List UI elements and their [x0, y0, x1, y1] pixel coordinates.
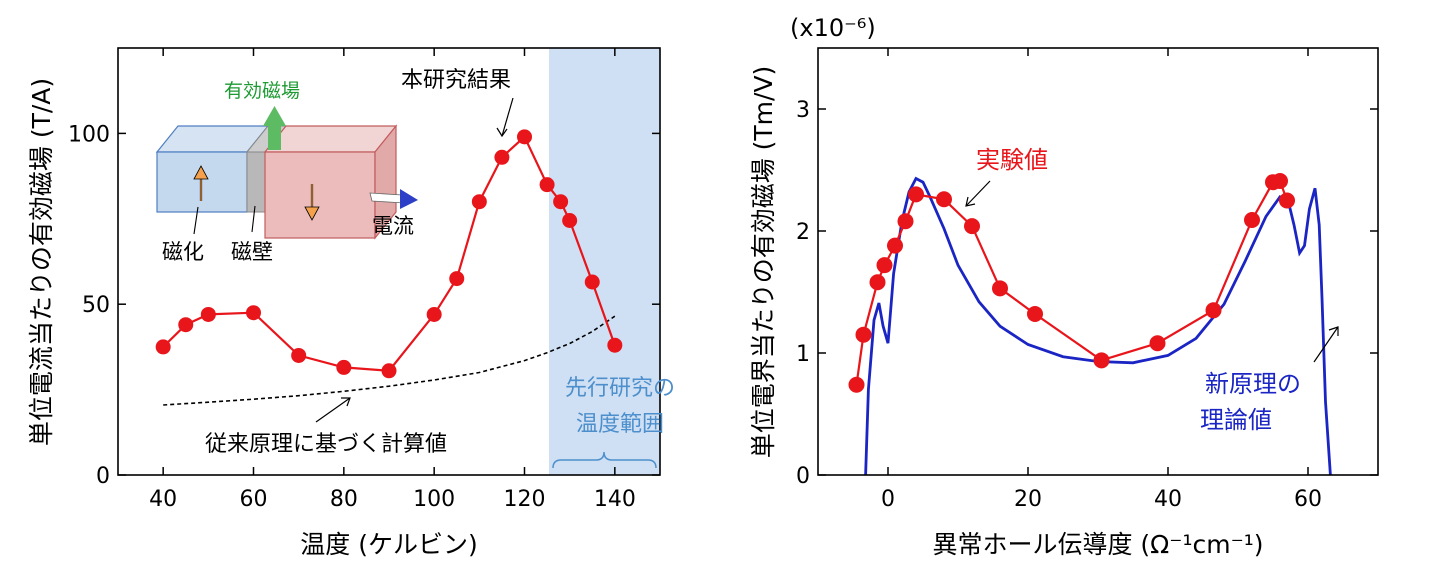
annotation-theory-line1: 新原理の [1205, 370, 1301, 398]
measured-point [246, 305, 261, 321]
experiment-point [1149, 335, 1166, 352]
right-scale-label: (x10⁻⁶) [790, 14, 876, 42]
left0-x-tick-label: 120 [504, 487, 546, 512]
left0-y-tick-label: 100 [68, 122, 110, 147]
left0-y-tick-label: 50 [82, 293, 110, 318]
left-x-axis-label: 温度 (ケルビン) [300, 530, 477, 559]
right-x-ticks: 0 20 40 60 [881, 48, 1322, 512]
inset-field-label: 有効磁場 [224, 80, 300, 102]
right-plot-frame [817, 47, 1379, 476]
measured-point [517, 129, 532, 145]
measured-point [494, 149, 510, 165]
experiment-point [869, 274, 886, 291]
measured-point [291, 347, 307, 363]
magnetization-down-arrow-icon [304, 184, 320, 221]
left-measured-series [155, 129, 623, 379]
experiment-point [897, 213, 914, 230]
experiment-point [887, 237, 903, 254]
arrow-experiment [965, 180, 991, 207]
inset-current-label: 電流 [372, 214, 414, 238]
measured-point [381, 363, 397, 379]
inset-wall-label: 磁壁 [231, 240, 273, 264]
measured-point [155, 339, 171, 355]
right-y-axis-label: 単位電界当たりの有効磁場 (Tm/V) [749, 66, 778, 459]
measured-point [336, 359, 352, 375]
calculated-curve [163, 315, 616, 406]
left0-x-tick-label: 100 [413, 487, 455, 512]
left0-x-tick-label: 80 [330, 487, 358, 512]
experiment-point [848, 376, 865, 393]
right1-x-tick-label: 60 [1294, 487, 1322, 512]
experiment-point [936, 191, 952, 208]
range-brace [552, 451, 657, 469]
measured-point [562, 213, 578, 229]
annotation-previous-range-line2: 温度範囲 [576, 412, 664, 437]
measured-point [539, 177, 555, 193]
experiment-point [855, 326, 872, 343]
left0-y-tick-label: 0 [96, 464, 110, 489]
measured-point [584, 274, 600, 290]
left-y-axis-label: 単位電流当たりの有効磁場 (T/A) [27, 78, 56, 446]
right-x-axis-label: 異常ホール伝導度 (Ω⁻¹cm⁻¹) [932, 530, 1263, 559]
right-experiment-series [848, 172, 1295, 393]
annotation-experiment: 実験値 [976, 146, 1048, 174]
annotation-previous-range-line1: 先行研究の [565, 376, 675, 401]
magnetic-bar-icon [155, 124, 398, 240]
measured-point [607, 337, 623, 353]
right1-y-tick-label: 3 [796, 98, 810, 123]
measured-point [178, 317, 194, 333]
left0-x-tick-label: 60 [240, 487, 268, 512]
right1-x-tick-label: 40 [1154, 487, 1182, 512]
measured-point [553, 194, 569, 210]
experiment-point [992, 280, 1008, 297]
wall-pointer [251, 205, 256, 233]
experiment-point [1027, 305, 1043, 322]
experiment-point [908, 186, 924, 203]
left0-x-tick-label: 140 [594, 487, 636, 512]
experiment-point [1093, 352, 1110, 369]
left-x-ticks: 40 60 80 100 120 140 [149, 48, 636, 512]
theory-curve [864, 176, 1332, 475]
experiment-point [1272, 172, 1288, 189]
magnetization-up-arrow-icon [193, 165, 209, 201]
left-plot-frame [117, 47, 661, 476]
right-theory-series [864, 176, 1332, 475]
right-y-ticks: 0 1 2 3 [796, 98, 1378, 489]
experiment-point [1279, 192, 1295, 209]
right1-x-tick-label: 20 [1014, 487, 1042, 512]
measured-point [200, 306, 216, 322]
inset-schematic: 有効磁場 電流 磁化 磁壁 [155, 80, 418, 264]
right1-y-tick-label: 2 [796, 220, 810, 245]
left-shaded-region [549, 48, 660, 475]
experiment-line [855, 179, 1289, 385]
right1-x-tick-label: 0 [881, 487, 895, 512]
left-calculated-curve [163, 315, 616, 406]
experiment-point [964, 218, 980, 235]
right1-y-tick-label: 1 [796, 342, 810, 367]
experiment-point [876, 257, 893, 274]
right1-y-tick-label: 0 [796, 464, 810, 489]
effective-field-arrow-icon [263, 106, 286, 150]
arrow-this-study [496, 97, 514, 138]
arrow-calculation [315, 397, 351, 423]
measured-point [449, 271, 465, 287]
left-chart: 40 60 80 100 120 140 0 50 100 温度 (ケルビン) 単位電流当たり… [27, 47, 675, 559]
left0-x-tick-label: 40 [149, 487, 177, 512]
annotation-theory-line2: 理論値 [1200, 406, 1272, 434]
magnetization-pointer [193, 206, 199, 235]
experiment-point [1205, 302, 1222, 319]
arrow-theory [1313, 326, 1339, 363]
measured-point [471, 194, 487, 210]
annotation-calculation: 従来原理に基づく計算値 [205, 432, 447, 457]
inset-magnetization-label: 磁化 [162, 240, 204, 264]
current-arrow-icon [369, 189, 418, 209]
experiment-point [1244, 212, 1260, 229]
left-y-ticks: 0 50 100 [68, 122, 660, 489]
measured-point [426, 306, 442, 322]
annotation-this-study: 本研究結果 [401, 68, 511, 93]
